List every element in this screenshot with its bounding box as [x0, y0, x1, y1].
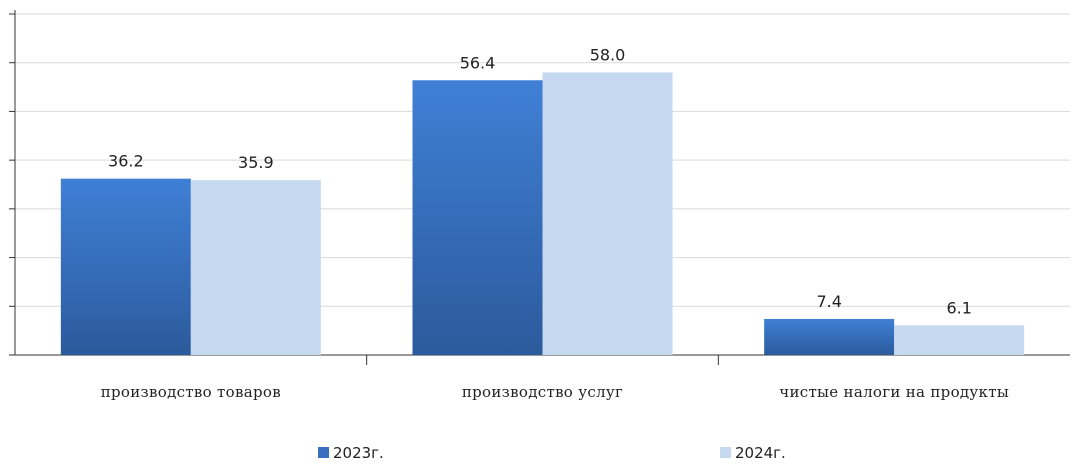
bar-series-0-cat-1 [412, 80, 543, 355]
legend-label: 2024г. [735, 444, 786, 462]
bar-series-1-cat-0 [190, 180, 321, 355]
bar-series-1-cat-1 [542, 72, 673, 355]
data-label: 56.4 [460, 53, 496, 72]
data-label: 6.1 [946, 298, 971, 317]
value-labels: 36.2 35.9 56.4 58.0 7.4 6.1 [108, 45, 972, 317]
legend-swatch [720, 447, 731, 458]
data-label: 35.9 [238, 153, 274, 172]
category-label: производство товаров [101, 383, 281, 401]
data-label: 58.0 [590, 45, 626, 64]
bar-series-0-cat-0 [60, 178, 191, 355]
bar-series-1-cat-2 [894, 325, 1025, 355]
legend-label: 2023г. [333, 444, 384, 462]
bars [60, 72, 1025, 355]
category-label: производство услуг [462, 383, 623, 401]
legend-swatch [318, 447, 329, 458]
category-labels: производство товаров производство услуг чи… [101, 383, 1009, 401]
data-label: 36.2 [108, 152, 144, 171]
data-label: 7.4 [816, 292, 841, 311]
bar-series-0-cat-2 [764, 318, 895, 355]
legend: 2023г. 2024г. [318, 444, 786, 462]
category-label: чистые налоги на продукты [779, 383, 1009, 401]
